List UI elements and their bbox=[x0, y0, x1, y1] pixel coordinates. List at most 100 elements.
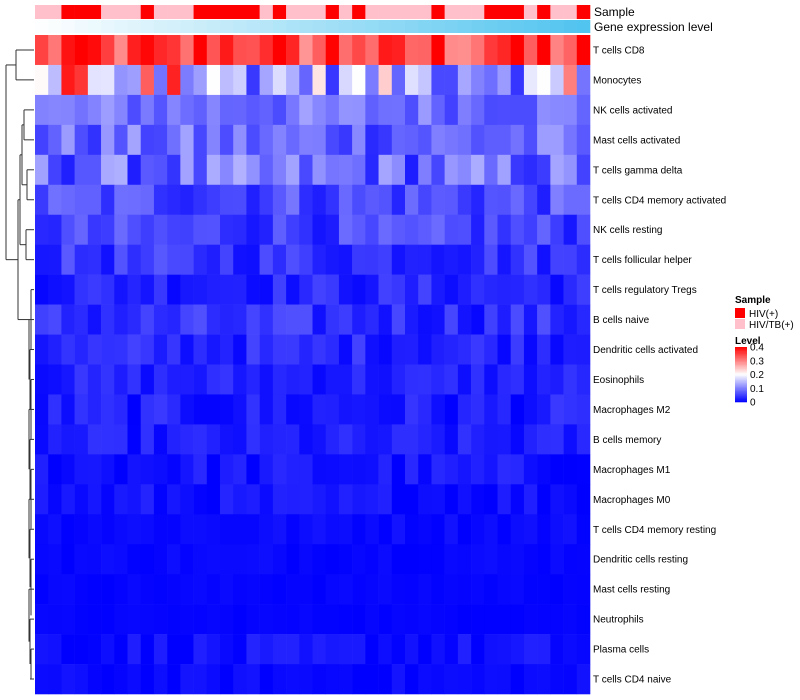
heatmap-cell bbox=[550, 664, 564, 695]
heatmap-cell bbox=[431, 244, 445, 275]
heatmap-cell bbox=[180, 574, 194, 605]
heatmap-cell bbox=[471, 424, 485, 455]
heatmap-cell bbox=[510, 244, 525, 275]
heatmap-cell bbox=[444, 544, 459, 575]
heatmap-cell bbox=[471, 154, 485, 186]
heatmap-cell bbox=[87, 214, 102, 245]
heatmap-cell bbox=[352, 35, 366, 66]
heatmap-cell bbox=[153, 424, 168, 455]
heatmap-cell bbox=[471, 244, 485, 275]
heatmap-cell bbox=[153, 184, 168, 216]
level-legend-gradient-step bbox=[735, 399, 747, 401]
heatmap-cell bbox=[74, 214, 89, 245]
heatmap-cell bbox=[48, 544, 62, 575]
level-legend-gradient-step bbox=[735, 392, 747, 395]
heatmap-cell bbox=[48, 634, 62, 665]
heatmap-cell bbox=[352, 274, 366, 305]
heatmap-cell bbox=[193, 634, 208, 665]
heatmap-cell bbox=[537, 304, 551, 335]
heatmap-cell bbox=[35, 334, 49, 365]
heatmap-cell bbox=[193, 394, 208, 425]
heatmap-cell bbox=[48, 424, 62, 455]
level-legend-gradient-step bbox=[735, 347, 747, 349]
heatmap-cell bbox=[233, 454, 247, 485]
heatmap-cell bbox=[576, 124, 591, 156]
heatmap-cell bbox=[365, 94, 379, 126]
heatmap-cell bbox=[338, 274, 353, 305]
heatmap-cell bbox=[484, 214, 498, 245]
gene-expression-cell bbox=[180, 20, 194, 33]
sample-annotation-cell bbox=[444, 5, 459, 19]
heatmap-cell bbox=[523, 484, 538, 515]
heatmap-cell bbox=[431, 274, 445, 305]
gene-expression-cell bbox=[193, 20, 208, 33]
heatmap-cell bbox=[576, 574, 591, 605]
heatmap-cell bbox=[510, 574, 525, 605]
heatmap-cell bbox=[338, 334, 353, 365]
heatmap-cell bbox=[497, 604, 512, 635]
sample-annotation-cell bbox=[220, 5, 234, 19]
heatmap-cell bbox=[140, 35, 155, 66]
sample-annotation-cell bbox=[418, 5, 432, 19]
level-legend-gradient-step bbox=[735, 371, 747, 374]
sample-annotation-cell bbox=[153, 5, 168, 19]
heatmap-cell bbox=[233, 364, 247, 395]
heatmap-cell bbox=[418, 35, 432, 66]
heatmap-cell bbox=[299, 424, 313, 455]
heatmap-cell bbox=[286, 574, 300, 605]
heatmap-cell bbox=[140, 94, 155, 126]
heatmap-cell bbox=[233, 124, 247, 156]
heatmap-cell bbox=[140, 64, 155, 96]
heatmap-cell bbox=[510, 94, 525, 126]
heatmap-cell bbox=[484, 94, 498, 126]
heatmap-cell bbox=[193, 35, 208, 66]
heatmap-cell bbox=[444, 124, 459, 156]
level-legend-gradient-step bbox=[735, 375, 747, 378]
heatmap-cell bbox=[180, 394, 194, 425]
heatmap-cell bbox=[484, 604, 498, 635]
heatmap-cell bbox=[140, 514, 155, 545]
heatmap-cell bbox=[312, 604, 327, 635]
heatmap-cell bbox=[101, 244, 115, 275]
heatmap-cell bbox=[272, 484, 287, 515]
heatmap-cell bbox=[405, 514, 419, 545]
heatmap-cell bbox=[418, 94, 432, 126]
heatmap-cell bbox=[220, 514, 234, 545]
heatmap-cell bbox=[127, 94, 142, 126]
heatmap-cell bbox=[87, 124, 102, 156]
heatmap-cell bbox=[233, 274, 247, 305]
heatmap-cell bbox=[167, 664, 181, 695]
heatmap-cell bbox=[193, 574, 208, 605]
heatmap-cell bbox=[338, 634, 353, 665]
heatmap-cell bbox=[167, 94, 181, 126]
heatmap-cell bbox=[510, 364, 525, 395]
row-label: Mast cells resting bbox=[593, 585, 670, 596]
sample-annotation-cell bbox=[391, 5, 406, 19]
row-label: Macrophages M2 bbox=[593, 405, 671, 416]
heatmap-cell bbox=[457, 514, 472, 545]
heatmap-cell bbox=[378, 514, 393, 545]
heatmap-cell bbox=[233, 514, 247, 545]
heatmap-cell bbox=[312, 124, 327, 156]
sample-annotation-cell bbox=[471, 5, 485, 19]
heatmap-cell bbox=[391, 424, 406, 455]
gene-expression-cell bbox=[167, 20, 181, 33]
heatmap-cell bbox=[220, 274, 234, 305]
heatmap-cell bbox=[391, 274, 406, 305]
heatmap-cell bbox=[338, 604, 353, 635]
heatmap-cell bbox=[74, 544, 89, 575]
heatmap-cell bbox=[457, 454, 472, 485]
heatmap-cell bbox=[140, 304, 155, 335]
heatmap-cell bbox=[484, 244, 498, 275]
heatmap-cell bbox=[233, 574, 247, 605]
heatmap-cell bbox=[405, 484, 419, 515]
heatmap-cell bbox=[233, 94, 247, 126]
heatmap-cell bbox=[457, 94, 472, 126]
heatmap-cell bbox=[457, 424, 472, 455]
gene-expression-cell bbox=[365, 20, 379, 33]
heatmap-cell bbox=[61, 334, 75, 365]
heatmap-cell bbox=[114, 304, 128, 335]
heatmap-cell bbox=[325, 184, 340, 216]
sample-annotation-cell bbox=[378, 5, 393, 19]
